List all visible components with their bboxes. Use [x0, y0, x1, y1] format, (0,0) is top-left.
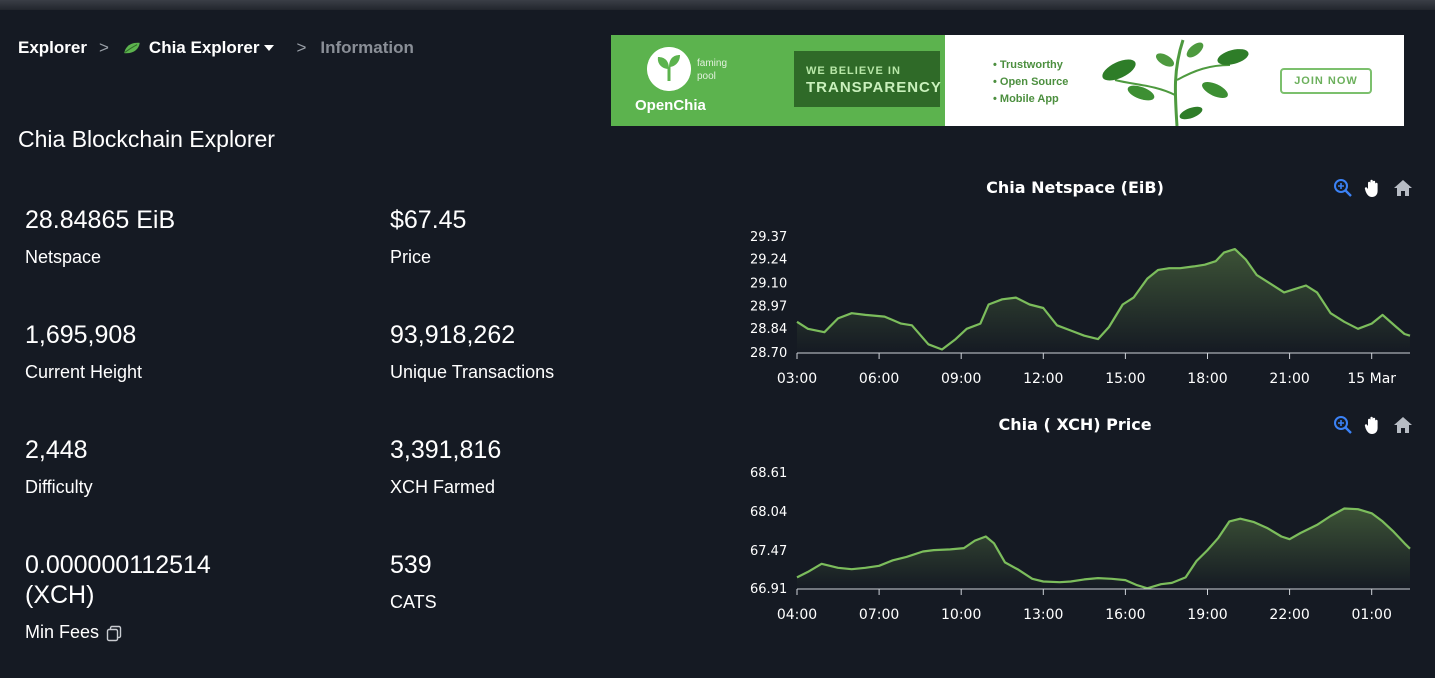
stat-label: XCH Farmed	[390, 477, 496, 497]
y-tick-label: 29.10	[750, 277, 787, 292]
stat-value: $67.45	[390, 206, 467, 234]
banner-bullet: • Mobile App	[993, 93, 1059, 105]
x-tick-label: 21:00	[1269, 371, 1309, 387]
plant-illustration	[1102, 39, 1249, 126]
chia-explorer-label: Chia Explorer	[148, 38, 260, 57]
stat-label: Price	[390, 247, 432, 267]
x-tick-label: 18:00	[1187, 371, 1227, 387]
stat-xch-farmed: 3,391,816 XCH Farmed	[390, 435, 501, 498]
stat-value: 28.84865 EiB	[25, 206, 176, 234]
stat-value: 1,695,908	[25, 321, 137, 349]
banner-right: • Trustworthy • Open Source • Mobile App…	[945, 35, 1404, 126]
netspace-chart: 29.37 29.24 29.10 28.97 28.84 28.70 03:00 06:00…	[750, 230, 1411, 387]
chia-leaf-icon	[124, 42, 140, 54]
join-now-button[interactable]: JOIN NOW	[1280, 68, 1372, 94]
top-bar	[0, 0, 1435, 10]
stat-unique-transactions: 93,918,262 Unique Transactions	[390, 320, 554, 383]
y-tick-label: 67.47	[750, 544, 787, 559]
stat-value: 2,448	[25, 436, 88, 464]
stat-value-unit: (XCH)	[25, 581, 95, 609]
stat-cats: 539 CATS	[390, 550, 437, 613]
x-tick-label: 01:00	[1352, 607, 1392, 623]
series-area	[797, 508, 1410, 589]
x-tick-label: 13:00	[1023, 607, 1063, 623]
banner-tagline-box: WE BELIEVE IN TRANSPARENCY	[794, 51, 942, 107]
y-tick-label: 28.84	[750, 322, 787, 337]
x-tick-label: 22:00	[1269, 607, 1309, 623]
zoom-icon[interactable]	[1333, 415, 1353, 435]
stat-label: Netspace	[25, 247, 102, 267]
home-icon[interactable]	[1393, 415, 1413, 435]
chia-explorer-dropdown[interactable]: Chia Explorer	[123, 38, 275, 58]
banner-tagline-2: TRANSPARENCY	[806, 79, 942, 96]
openchia-ad-banner[interactable]: faming pool OpenChia WE BELIEVE IN TRANS…	[611, 35, 1404, 126]
stat-label: Current Height	[25, 362, 143, 382]
pan-hand-icon[interactable]	[1363, 178, 1383, 198]
stat-value: 0.000000112514	[25, 551, 211, 579]
banner-bullet: • Trustworthy	[993, 59, 1063, 71]
banner-bullet: • Open Source	[993, 76, 1069, 88]
x-tick-label: 10:00	[941, 607, 981, 623]
zoom-icon[interactable]	[1333, 178, 1353, 198]
x-tick-label: 16:00	[1105, 607, 1145, 623]
home-icon[interactable]	[1393, 178, 1413, 198]
stat-difficulty: 2,448 Difficulty	[25, 435, 93, 498]
breadcrumb-separator: >	[98, 38, 109, 57]
series-area	[797, 249, 1410, 353]
breadcrumb-explorer[interactable]: Explorer	[18, 38, 87, 57]
x-tick-label: 07:00	[859, 607, 899, 623]
banner-tagline-1: WE BELIEVE IN	[806, 65, 901, 77]
x-tick-label: 04:00	[777, 607, 817, 623]
price-chart: 68.61 68.04 67.47 66.91 04:00 07:00 10:00 13:00…	[750, 466, 1411, 623]
x-tick-label: 19:00	[1187, 607, 1227, 623]
breadcrumb-information: Information	[320, 38, 414, 57]
y-tick-label: 66.91	[750, 582, 787, 597]
stat-price: $67.45 Price	[390, 205, 466, 268]
stat-label: Unique Transactions	[390, 362, 555, 382]
y-tick-label: 68.04	[750, 505, 787, 520]
stat-label: Difficulty	[25, 477, 93, 497]
x-tick-label: 15:00	[1105, 371, 1145, 387]
x-tick-label: 06:00	[859, 371, 899, 387]
stat-min-fees: 0.000000112514 (XCH) Min Fees	[25, 550, 211, 643]
y-tick-label: 68.61	[750, 466, 787, 481]
breadcrumb-separator: >	[296, 38, 307, 57]
x-tick-label: 15 Mar	[1347, 371, 1396, 387]
banner-brand-sub: faming pool	[697, 58, 728, 82]
netspace-chart-toolbar	[1333, 178, 1413, 198]
banner-left: faming pool OpenChia WE BELIEVE IN TRANS…	[611, 35, 945, 126]
chevron-down-icon	[264, 45, 275, 51]
stat-current-height: 1,695,908 Current Height	[25, 320, 142, 383]
stat-value: 93,918,262	[390, 321, 516, 349]
stat-netspace: 28.84865 EiB Netspace	[25, 205, 175, 268]
stat-label: CATS	[390, 592, 437, 612]
series-line	[796, 507, 1411, 590]
series-line	[796, 248, 1411, 351]
netspace-chart-title: Chia Netspace (EiB)	[986, 178, 1164, 197]
y-tick-label: 28.97	[750, 299, 787, 314]
x-tick-label: 09:00	[941, 371, 981, 387]
banner-brand: OpenChia	[635, 97, 706, 114]
banner-bullets: • Trustworthy • Open Source • Mobile App	[993, 57, 1068, 108]
openchia-logo-icon	[647, 47, 691, 91]
stat-value: 3,391,816	[390, 436, 502, 464]
price-chart-toolbar	[1333, 415, 1413, 435]
y-tick-label: 29.24	[750, 253, 787, 268]
y-tick-label: 29.37	[750, 230, 787, 245]
x-tick-label: 03:00	[777, 371, 817, 387]
price-chart-title: Chia ( XCH) Price	[998, 415, 1152, 434]
page-title: Chia Blockchain Explorer	[18, 126, 275, 152]
stat-value: 539	[390, 551, 432, 579]
y-tick-label: 28.70	[750, 346, 787, 361]
pan-hand-icon[interactable]	[1363, 415, 1383, 435]
x-tick-label: 12:00	[1023, 371, 1063, 387]
breadcrumb: Explorer > Chia Explorer > Information	[18, 38, 414, 58]
copy-icon[interactable]	[105, 624, 123, 642]
stat-label: Min Fees	[25, 622, 100, 642]
